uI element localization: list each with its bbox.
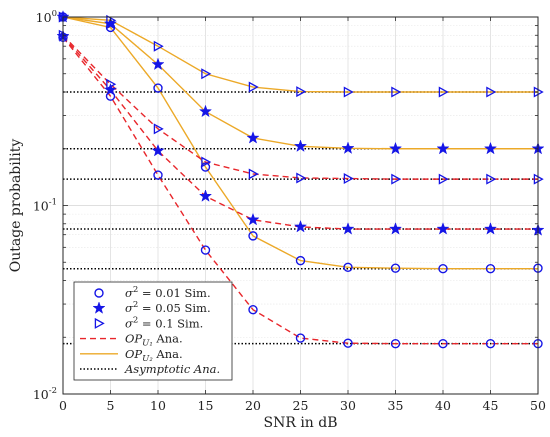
u2-sim-marker bbox=[486, 86, 497, 98]
legend-label: σ2 = 0.05 Sim. bbox=[125, 300, 211, 315]
u1-sim-marker bbox=[246, 212, 260, 226]
legend-label: OPU₁ Ana. bbox=[125, 332, 183, 349]
op-u2-analysis-curve bbox=[62, 16, 538, 93]
u2-sim-marker bbox=[438, 264, 448, 274]
y-tick-label: 100 bbox=[36, 9, 57, 25]
x-tick-label: 15 bbox=[198, 398, 214, 413]
u2-sim-marker bbox=[198, 104, 213, 118]
ticks-layer: 0 5 10 15 20 25 30 35 40 45 50 100 10-1 10-2 bbox=[33, 9, 546, 413]
u1-sim-marker bbox=[295, 333, 306, 343]
u1-sim-marker bbox=[200, 245, 211, 255]
u1-sim-marker bbox=[201, 156, 212, 168]
u1-sim-marker bbox=[153, 170, 163, 180]
u2-sim-marker bbox=[248, 231, 258, 241]
u1-sim-marker bbox=[293, 219, 308, 233]
u2-sim-marker bbox=[390, 263, 401, 273]
x-tick-label: 35 bbox=[388, 398, 404, 413]
u1-sim-marker bbox=[106, 78, 117, 90]
u1-sim-marker bbox=[486, 173, 497, 185]
u2-sim-marker bbox=[485, 264, 496, 274]
u1-sim-marker bbox=[343, 338, 353, 348]
x-tick-label: 10 bbox=[150, 398, 166, 413]
u1-sim-marker bbox=[153, 123, 164, 135]
u1-sim-marker bbox=[343, 173, 354, 185]
y-tick-label: 10-2 bbox=[33, 386, 57, 402]
legend: σ2 = 0.01 Sim.σ2 = 0.05 Sim.σ2 = 0.1 Sim… bbox=[73, 281, 233, 381]
u2-sim-marker bbox=[293, 139, 308, 152]
u2-sim-marker bbox=[153, 40, 164, 52]
u1-sim-marker bbox=[296, 172, 307, 184]
u2-sim-marker bbox=[483, 141, 498, 155]
u1-sim-marker bbox=[341, 222, 355, 235]
x-axis-label: SNR in dB bbox=[263, 415, 337, 431]
u1-sim-marker bbox=[391, 173, 402, 185]
u2-sim-marker bbox=[343, 262, 353, 273]
legend-box bbox=[73, 281, 233, 381]
u1-sim-marker bbox=[248, 168, 259, 180]
x-tick-label: 5 bbox=[107, 398, 115, 413]
u2-sim-marker bbox=[296, 86, 307, 98]
x-tick-label: 45 bbox=[483, 398, 499, 413]
legend-symbol-triangle bbox=[94, 317, 105, 329]
u2-sim-marker bbox=[201, 68, 212, 80]
y-axis-label: Outage probability bbox=[8, 139, 24, 273]
u2-sim-marker bbox=[151, 57, 165, 71]
x-tick-label: 40 bbox=[435, 398, 451, 413]
legend-label: OPU₂ Ana. bbox=[125, 347, 183, 364]
y-tick-label: 10-1 bbox=[33, 198, 57, 214]
u1-sim-marker bbox=[151, 143, 165, 157]
u2-sim-marker bbox=[343, 86, 354, 98]
u2-sim-marker bbox=[248, 81, 259, 93]
u1-sim-marker bbox=[436, 222, 450, 235]
u1-sim-marker bbox=[388, 222, 403, 235]
u1-sim-marker bbox=[390, 338, 401, 349]
op-u2-analysis-curve bbox=[62, 16, 538, 270]
u1-sim-marker bbox=[483, 222, 498, 235]
legend-symbol-star bbox=[92, 301, 106, 314]
u2-sim-marker bbox=[436, 141, 450, 155]
legend-label: σ2 = 0.1 Sim. bbox=[125, 315, 203, 330]
u2-sim-marker bbox=[438, 86, 449, 98]
legend-label: σ2 = 0.01 Sim. bbox=[125, 285, 211, 300]
u1-sim-marker bbox=[103, 83, 118, 96]
u1-sim-marker bbox=[198, 189, 213, 202]
op-u1-analysis-curve bbox=[62, 34, 538, 180]
u2-sim-marker bbox=[388, 141, 403, 155]
x-tick-label: 0 bbox=[59, 398, 67, 413]
x-tick-label: 30 bbox=[340, 398, 356, 413]
legend-label: Asymptotic Ana. bbox=[124, 362, 220, 376]
x-tick-label: 25 bbox=[293, 398, 309, 413]
u2-sim-marker bbox=[246, 131, 260, 144]
u1-sim-marker bbox=[485, 338, 496, 349]
u2-sim-marker bbox=[295, 255, 306, 266]
x-tick-label: 20 bbox=[245, 398, 261, 413]
u1-sim-marker bbox=[438, 173, 449, 185]
u2-sim-marker bbox=[391, 86, 402, 98]
legend-symbol-circle bbox=[94, 288, 104, 298]
u1-sim-marker bbox=[438, 338, 448, 349]
u2-sim-marker bbox=[153, 83, 163, 93]
u2-sim-marker bbox=[341, 141, 355, 154]
x-tick-label: 50 bbox=[530, 398, 546, 413]
u1-sim-marker bbox=[248, 305, 258, 315]
